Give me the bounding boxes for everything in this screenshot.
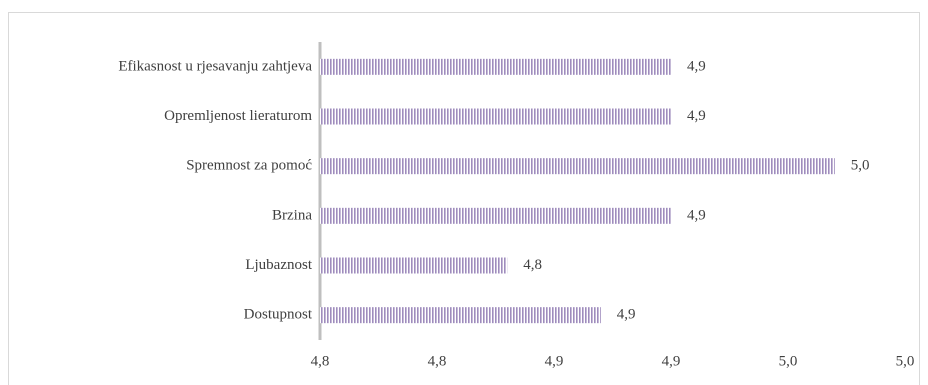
- bar: [320, 207, 671, 224]
- y-tick-label: Opremljenost lieraturom: [164, 108, 312, 124]
- bar: [320, 257, 508, 274]
- bar: [320, 108, 671, 125]
- data-label: 5,0: [851, 158, 870, 174]
- data-label: 4,9: [617, 307, 636, 323]
- data-label: 4,9: [687, 58, 706, 74]
- y-tick-label: Ljubaznost: [245, 257, 312, 273]
- data-label: 4,9: [687, 108, 706, 124]
- y-tick-label: Spremnost za pomoć: [186, 158, 312, 174]
- data-label: 4,8: [523, 257, 542, 273]
- x-tick-label: 4,9: [662, 353, 681, 369]
- x-tick-label: 4,8: [311, 353, 330, 369]
- x-tick-label: 4,9: [545, 353, 564, 369]
- y-tick-label: Dostupnost: [244, 307, 313, 323]
- y-tick-label: Efikasnost u rjesavanju zahtjeva: [118, 58, 312, 74]
- y-tick-label: Brzina: [272, 207, 312, 223]
- data-label: 4,9: [687, 207, 706, 223]
- x-tick-label: 5,0: [896, 353, 915, 369]
- bar: [320, 58, 671, 75]
- bar: [320, 158, 835, 175]
- bar: [320, 307, 601, 324]
- x-tick-label: 5,0: [779, 353, 798, 369]
- x-tick-label: 4,8: [428, 353, 447, 369]
